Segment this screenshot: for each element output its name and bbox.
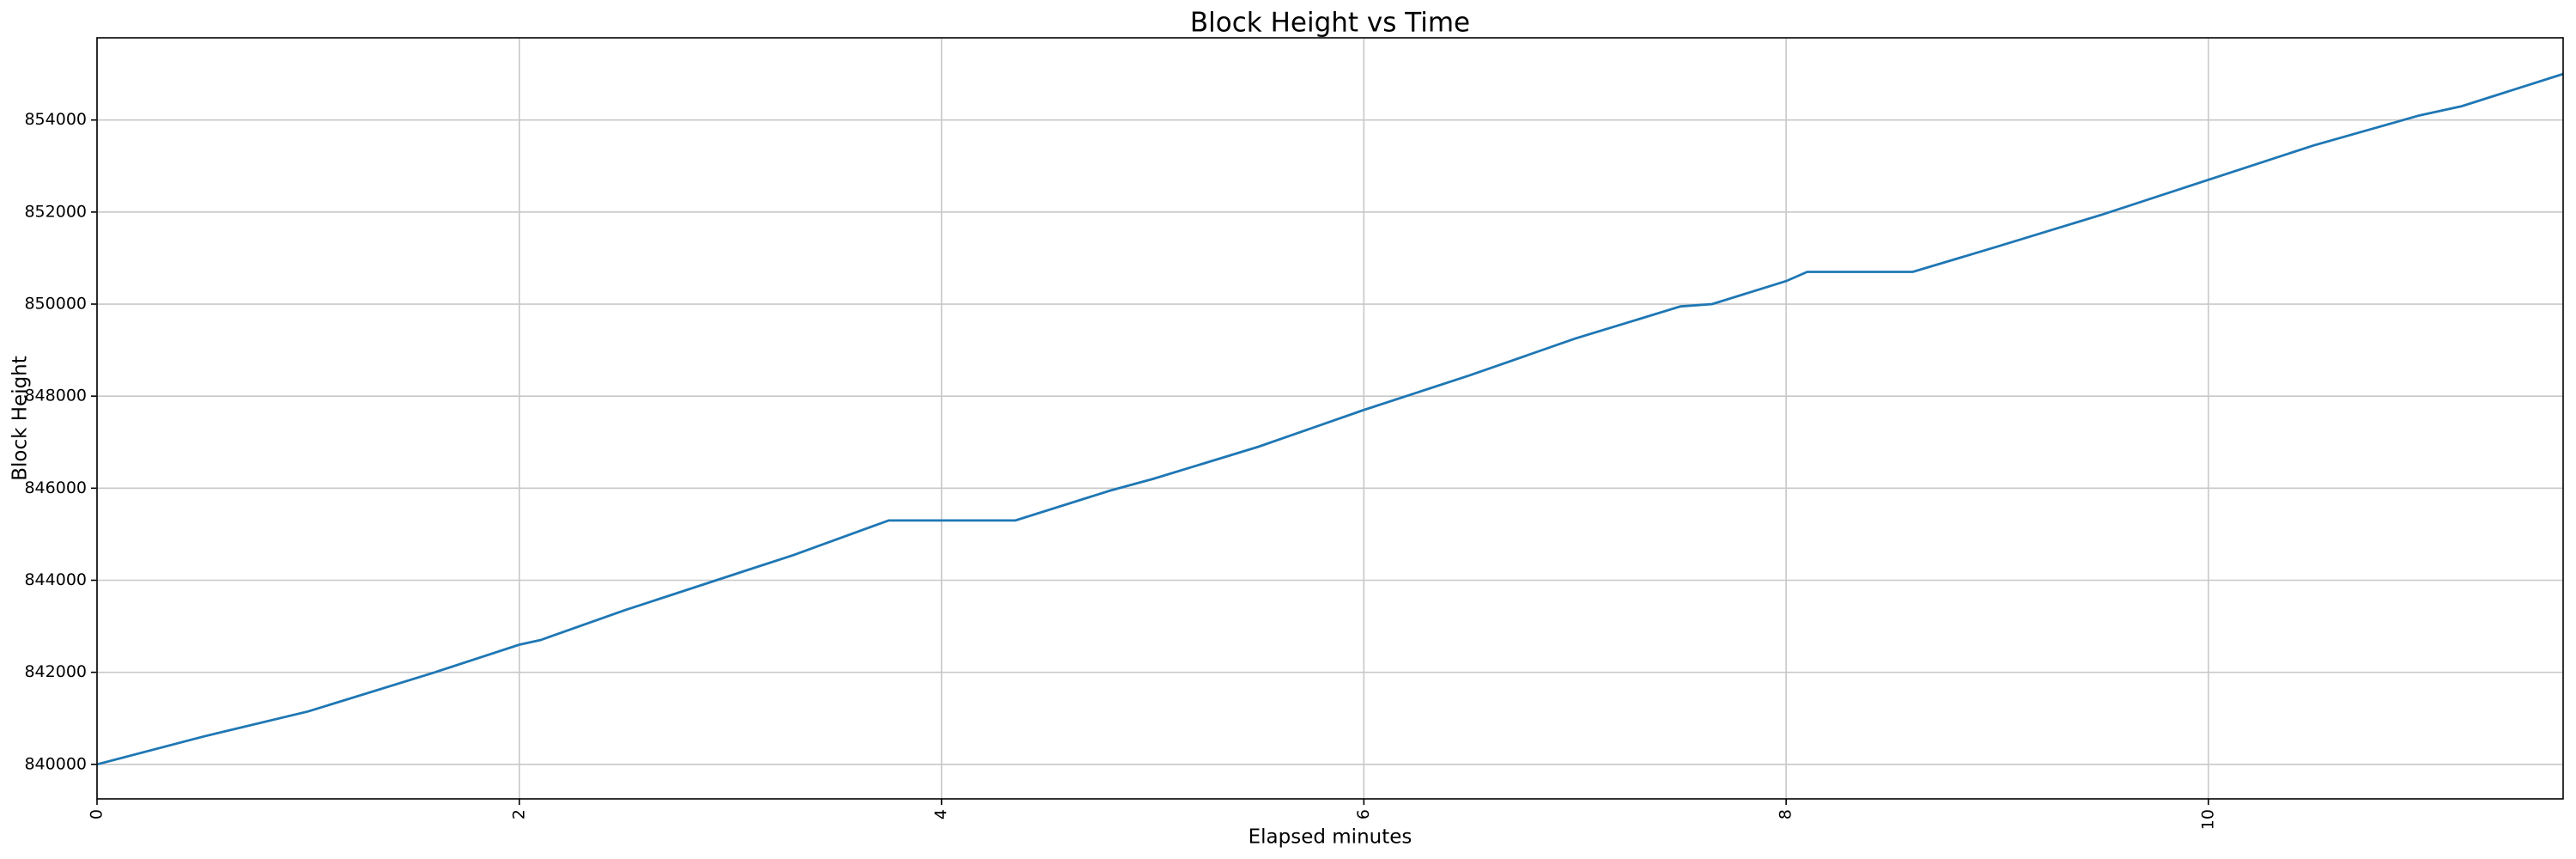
x-tick-label: 6 — [1354, 809, 1373, 819]
x-tick-label: 4 — [932, 809, 951, 819]
x-tick-label: 2 — [509, 809, 528, 819]
y-tick-label: 854000 — [24, 110, 87, 129]
x-tick-label: 10 — [2198, 809, 2217, 830]
y-tick-label: 840000 — [24, 754, 87, 773]
y-tick-label: 848000 — [24, 387, 87, 405]
y-tick-label: 844000 — [24, 570, 87, 589]
y-tick-label: 842000 — [24, 662, 87, 681]
line-series — [96, 72, 2564, 766]
x-axis-label: Elapsed minutes — [1249, 826, 1413, 849]
chart-title: Block Height vs Time — [1190, 8, 1470, 39]
y-axis-label: Block Height — [9, 356, 32, 481]
y-tick-label: 852000 — [24, 202, 87, 221]
plot-frame — [96, 37, 2564, 800]
y-tick-label: 846000 — [24, 478, 87, 497]
x-tick-label: 8 — [1777, 809, 1795, 819]
y-tick-label: 850000 — [24, 295, 87, 314]
x-tick-label: 0 — [88, 809, 106, 819]
